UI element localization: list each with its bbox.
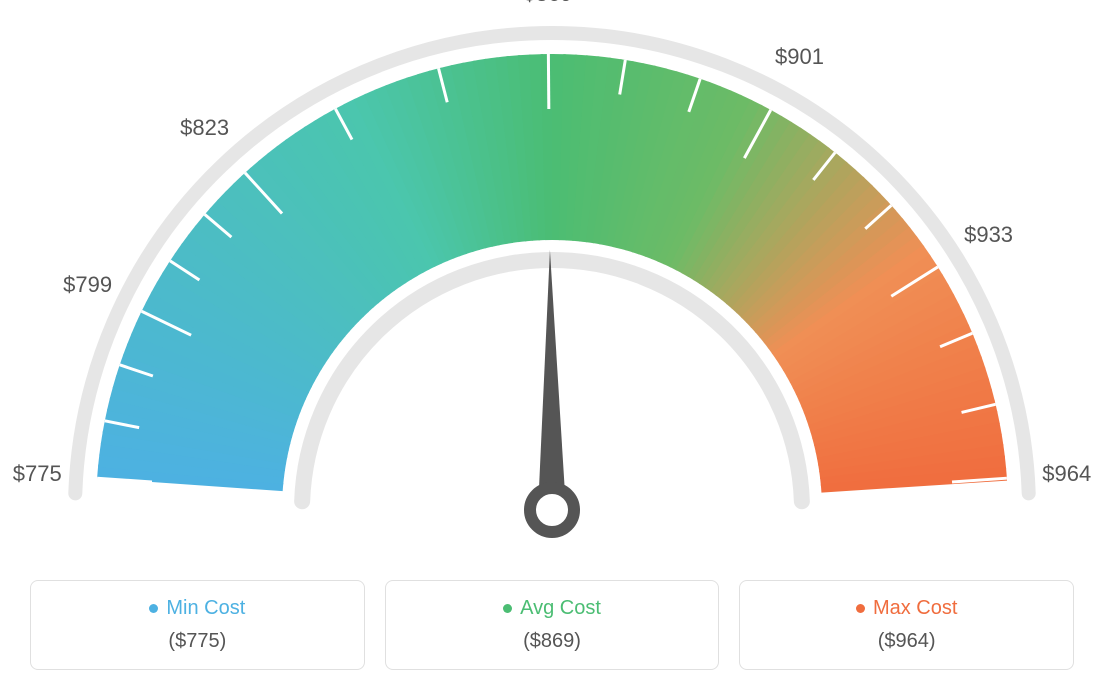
legend-card-min: Min Cost ($775) (30, 580, 365, 670)
tick-label: $775 (13, 461, 62, 487)
legend-value-max: ($964) (750, 630, 1063, 653)
legend-title-avg: Avg Cost (396, 597, 709, 620)
tick-label: $799 (63, 272, 112, 298)
legend-card-max: Max Cost ($964) (739, 580, 1074, 670)
legend-value-avg: ($869) (396, 630, 709, 653)
tick-label: $869 (523, 0, 572, 7)
tick-label: $933 (964, 222, 1013, 248)
tick-label: $823 (180, 115, 229, 141)
legend-title-max: Max Cost (750, 597, 1063, 620)
dot-icon (503, 604, 512, 613)
dot-icon (856, 604, 865, 613)
tick-label: $901 (775, 44, 824, 70)
legend-label-max: Max Cost (873, 597, 957, 619)
gauge-svg (0, 0, 1104, 560)
gauge-area: $775 $799 $823 $869 $901 $933 $964 (0, 0, 1104, 560)
chart-container: $775 $799 $823 $869 $901 $933 $964 Min Cost ($… (0, 0, 1104, 690)
legend-label-min: Min Cost (166, 597, 245, 619)
legend-title-min: Min Cost (41, 597, 354, 620)
dot-icon (149, 604, 158, 613)
legend-label-avg: Avg Cost (520, 597, 601, 619)
legend-row: Min Cost ($775) Avg Cost ($869) Max Cost… (0, 580, 1104, 670)
tick-label: $964 (1042, 461, 1091, 487)
legend-value-min: ($775) (41, 630, 354, 653)
legend-card-avg: Avg Cost ($869) (385, 580, 720, 670)
